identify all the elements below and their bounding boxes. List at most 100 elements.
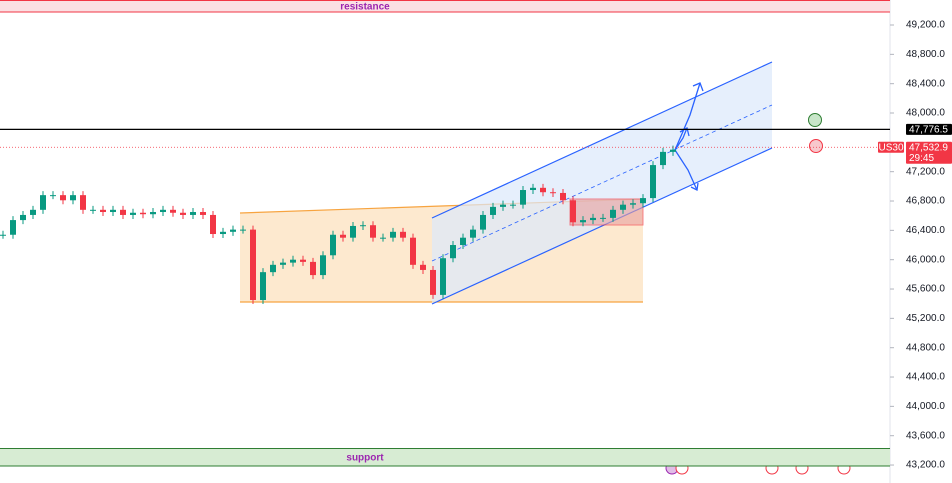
y-tick-label: 45,200.0 [906,313,945,324]
y-tick-label: 49,200.0 [906,20,945,31]
candle-body [480,214,486,230]
candle-body [230,229,236,232]
candle-body [150,212,156,215]
candle-body [170,209,176,213]
channel-bottom [431,147,773,305]
candle-body [660,151,666,166]
candle-body [0,234,6,236]
candle-body [540,187,546,193]
candle-body [310,261,316,276]
candle-body [280,262,286,265]
candle-body [670,149,676,152]
candle-body [160,209,166,213]
y-tick-label: 43,200.0 [906,460,945,471]
candle-body [500,204,506,207]
candle-body [640,198,646,204]
price-label-box [906,141,952,164]
candle-body [290,259,296,263]
symbol-box [878,141,904,153]
candle-body [420,264,426,270]
candle-body [550,192,556,194]
candle-body [10,220,16,235]
stop-marker [809,139,823,153]
candle-body [380,237,386,239]
candle-body [120,209,126,215]
candle-body [320,255,326,276]
candle-body [180,212,186,215]
y-tick-label: 47,200.0 [906,166,945,177]
candle-body [20,214,26,221]
candle-body [430,269,436,295]
candle-body [450,245,456,259]
candle-body [520,190,526,205]
y-tick-label: 46,400.0 [906,225,945,236]
candle-body [510,204,516,206]
y-tick-label: 45,600.0 [906,284,945,295]
candle-body [370,225,376,238]
y-tick-label: 48,800.0 [906,49,945,60]
candle-body [270,264,276,273]
candle-body [300,259,306,262]
price-label-box [906,123,952,135]
candle-body [470,229,476,238]
candle-body [250,229,256,301]
channel-top [431,61,773,219]
y-tick-label: 44,800.0 [906,342,945,353]
candle-body [400,231,406,238]
candle-body [50,195,56,197]
zone-label: support [346,453,384,464]
candle-body [530,187,536,191]
candle-body [330,234,336,256]
y-tick-label: 44,400.0 [906,372,945,383]
candle-body [610,209,616,218]
arrows [674,82,704,191]
candle-body [360,225,366,227]
candle-body [590,217,596,221]
candle-body [460,237,466,246]
zone [0,0,890,13]
candle-body [140,212,146,215]
candle-body [190,212,196,215]
y-tick-label: 43,600.0 [906,430,945,441]
candle-body [600,217,606,219]
candle-body [90,209,96,211]
candle-body [30,209,36,215]
candle-body [240,229,246,231]
candle-body [580,220,586,223]
candle-body [200,212,206,215]
candle-body [40,195,46,210]
target-marker [808,113,822,127]
candle-body [440,258,446,295]
candle-body [650,165,656,199]
y-tick-label: 48,400.0 [906,78,945,89]
countdown: 29:45 [909,153,934,164]
candle-body [70,195,76,201]
zone-label: resistance [340,2,390,13]
candle-body [410,237,416,265]
candle-body [60,195,66,201]
candle-body [560,192,566,201]
candle-body [130,212,136,215]
candle-body [340,234,346,238]
candle-body [110,209,116,213]
candle-body [100,209,106,213]
candle-body [80,195,86,210]
channel-mid [431,104,773,262]
candle-body [220,231,226,235]
y-tick-label: 46,000.0 [906,254,945,265]
price-label: 47,532.9 [909,142,948,153]
candle-body [350,225,356,238]
y-tick-label: 44,000.0 [906,401,945,412]
candle-body [570,200,576,223]
symbol-label: US30 [878,142,903,153]
y-tick-label: 48,000.0 [906,108,945,119]
candle-body [390,231,396,238]
price-label: 47,776.5 [909,125,948,136]
zone [0,448,890,467]
candle-body [630,203,636,205]
candle-body [620,204,626,210]
candle-body [260,272,266,301]
candle-body [490,206,496,215]
y-tick-label: 46,800.0 [906,196,945,207]
